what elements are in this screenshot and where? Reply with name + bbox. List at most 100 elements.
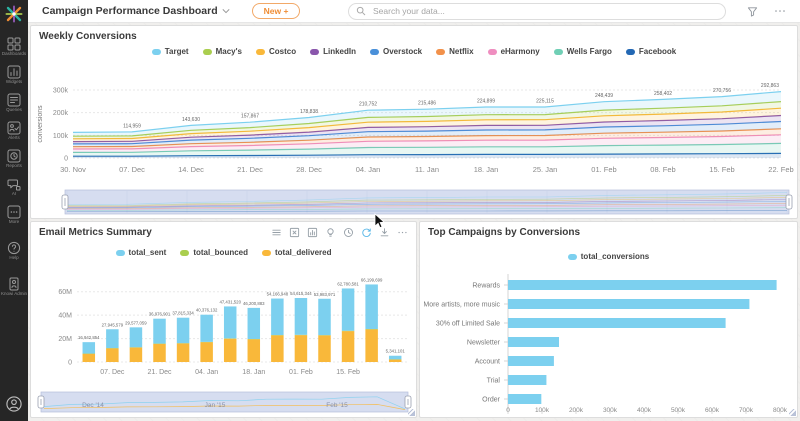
weekly-conversions-chart[interactable]: 0 100k 200k 300k conversions 114,959 143,630 15… <box>33 64 795 218</box>
svg-text:15. Feb: 15. Feb <box>336 369 360 376</box>
export-icon[interactable] <box>289 227 300 238</box>
email-chart-navigator[interactable]: Dec '14 Jan '15 Feb '15 <box>33 389 416 415</box>
sidebar-item-alerts[interactable]: Alerts <box>1 121 27 141</box>
svg-text:20M: 20M <box>58 336 72 343</box>
svg-text:16,942,854: 16,942,854 <box>78 335 100 340</box>
svg-text:29,577,059: 29,577,059 <box>125 320 147 325</box>
hamburger-icon[interactable] <box>271 227 282 238</box>
legend-item[interactable]: Target <box>151 47 189 56</box>
email-panel-toolbar <box>271 227 408 238</box>
legend-marker <box>255 48 265 55</box>
legend-item[interactable]: Costco <box>255 47 297 56</box>
chevron-down-icon <box>222 9 230 14</box>
svg-text:Feb '15: Feb '15 <box>326 402 348 409</box>
refresh-icon[interactable] <box>361 227 372 238</box>
dashboard-canvas: Weekly Conversions Target Macy's Costco Lin… <box>28 23 800 421</box>
reports-icon <box>7 149 21 163</box>
sidebar-item-widgets[interactable]: Widgets <box>1 65 27 85</box>
svg-text:46,200,883: 46,200,883 <box>243 301 265 306</box>
more-icon[interactable] <box>397 227 408 238</box>
dashboard-title-dropdown[interactable]: Campaign Performance Dashboard <box>42 5 230 17</box>
svg-text:Account: Account <box>475 359 500 366</box>
search-bar[interactable] <box>348 2 726 20</box>
sidebar-item-label: Alerts <box>8 134 20 140</box>
svg-text:30. Nov: 30. Nov <box>60 165 86 174</box>
svg-text:53,983,971: 53,983,971 <box>314 292 336 297</box>
legend-item[interactable]: Overstock <box>369 47 422 56</box>
new-button[interactable]: New + <box>251 3 301 19</box>
sidebar-item-help[interactable]: Help <box>1 241 27 261</box>
legend-item[interactable]: Netflix <box>436 47 474 56</box>
search-input[interactable] <box>371 5 718 17</box>
legend-item[interactable]: LinkedIn <box>310 47 356 56</box>
nav-handle-left[interactable] <box>37 395 45 409</box>
nav-handle-right[interactable] <box>404 395 412 409</box>
legend-marker <box>180 249 190 256</box>
svg-text:Rewards: Rewards <box>472 283 500 290</box>
legend-item[interactable]: total_bounced <box>180 248 248 257</box>
legend-item[interactable]: Facebook <box>625 47 676 56</box>
bar-account[interactable] <box>508 356 554 366</box>
bar-order[interactable] <box>508 394 542 404</box>
email-metrics-chart[interactable]: 0 20M 40M 60M 16,942,854 27,945,579 07. Dec 29,… <box>33 266 416 388</box>
legend-item[interactable]: Wells Fargo <box>553 47 612 56</box>
legend-item[interactable]: Macy's <box>202 47 242 56</box>
svg-text:Jan '15: Jan '15 <box>205 402 226 409</box>
svg-text:215,486: 215,486 <box>418 101 436 107</box>
legend-item[interactable]: total_sent <box>115 248 166 257</box>
svg-text:258,402: 258,402 <box>654 91 672 97</box>
legend-item[interactable]: total_delivered <box>262 248 331 257</box>
sidebar-item-queries[interactable]: Queries <box>1 93 27 113</box>
email-legend: total_sent total_bounced total_delivered <box>31 248 416 257</box>
svg-text:62,780,581: 62,780,581 <box>337 281 359 286</box>
nav-handle-left[interactable] <box>61 194 69 210</box>
legend-label: total_delivered <box>275 248 332 257</box>
svg-text:07. Dec: 07. Dec <box>100 369 125 376</box>
panel-resize-handle[interactable] <box>408 409 415 416</box>
history-icon[interactable] <box>343 227 354 238</box>
bar-trial[interactable] <box>508 375 547 385</box>
legend-item[interactable]: eHarmony <box>487 47 540 56</box>
user-avatar[interactable] <box>6 396 22 417</box>
legend-label: Target <box>164 47 189 56</box>
bar-30-off-limited-sale[interactable] <box>508 318 726 328</box>
svg-text:800k: 800k <box>773 407 788 414</box>
sidebar-item-knowi-admin[interactable]: Knowi Admin <box>1 277 27 297</box>
top-header: Campaign Performance Dashboard New + <box>28 0 800 23</box>
filter-icon[interactable] <box>747 6 758 17</box>
bar-more-artists-more-music[interactable] <box>508 299 750 309</box>
sidebar-item-more[interactable]: More <box>1 205 27 225</box>
sidebar: Dashboards Widgets Queries Alerts Reports AI M… <box>0 0 28 421</box>
widgets-icon <box>7 65 21 79</box>
more-ellipsis-icon[interactable] <box>774 6 786 16</box>
svg-text:30% off Limited Sale: 30% off Limited Sale <box>436 321 500 328</box>
svg-text:54,166,948: 54,166,948 <box>267 292 289 297</box>
svg-text:27,945,579: 27,945,579 <box>102 322 124 327</box>
legend-item[interactable]: total_conversions <box>567 252 649 261</box>
sidebar-item-label: Reports <box>6 162 22 168</box>
main-area: Campaign Performance Dashboard New + Wee… <box>28 0 800 421</box>
svg-text:08. Feb: 08. Feb <box>650 165 675 174</box>
download-icon[interactable] <box>379 227 390 238</box>
panel-resize-handle[interactable] <box>789 409 796 416</box>
legend-label: Costco <box>268 47 297 56</box>
svg-text:01. Feb: 01. Feb <box>289 369 313 376</box>
page-title: Campaign Performance Dashboard <box>42 5 218 17</box>
svg-text:Order: Order <box>482 397 501 404</box>
nav-handle-right[interactable] <box>785 194 793 210</box>
sidebar-item-reports[interactable]: Reports <box>1 149 27 169</box>
knowi-logo[interactable] <box>4 4 24 29</box>
bar-newsletter[interactable] <box>508 337 559 347</box>
chart-icon[interactable] <box>307 227 318 238</box>
sidebar-item-ai[interactable]: AI <box>1 177 27 197</box>
sidebar-item-dashboards[interactable]: Dashboards <box>1 37 27 57</box>
svg-text:270,756: 270,756 <box>713 88 731 94</box>
header-actions <box>747 6 792 17</box>
svg-text:More artists, more music: More artists, more music <box>424 302 500 309</box>
search-icon <box>356 6 366 16</box>
top-campaigns-chart[interactable]: Rewards More artists, more music 30% off L… <box>424 270 795 416</box>
legend-label: Wells Fargo <box>566 47 612 56</box>
svg-text:0: 0 <box>64 156 68 163</box>
bar-rewards[interactable] <box>508 280 777 290</box>
bulb-icon[interactable] <box>325 227 336 238</box>
